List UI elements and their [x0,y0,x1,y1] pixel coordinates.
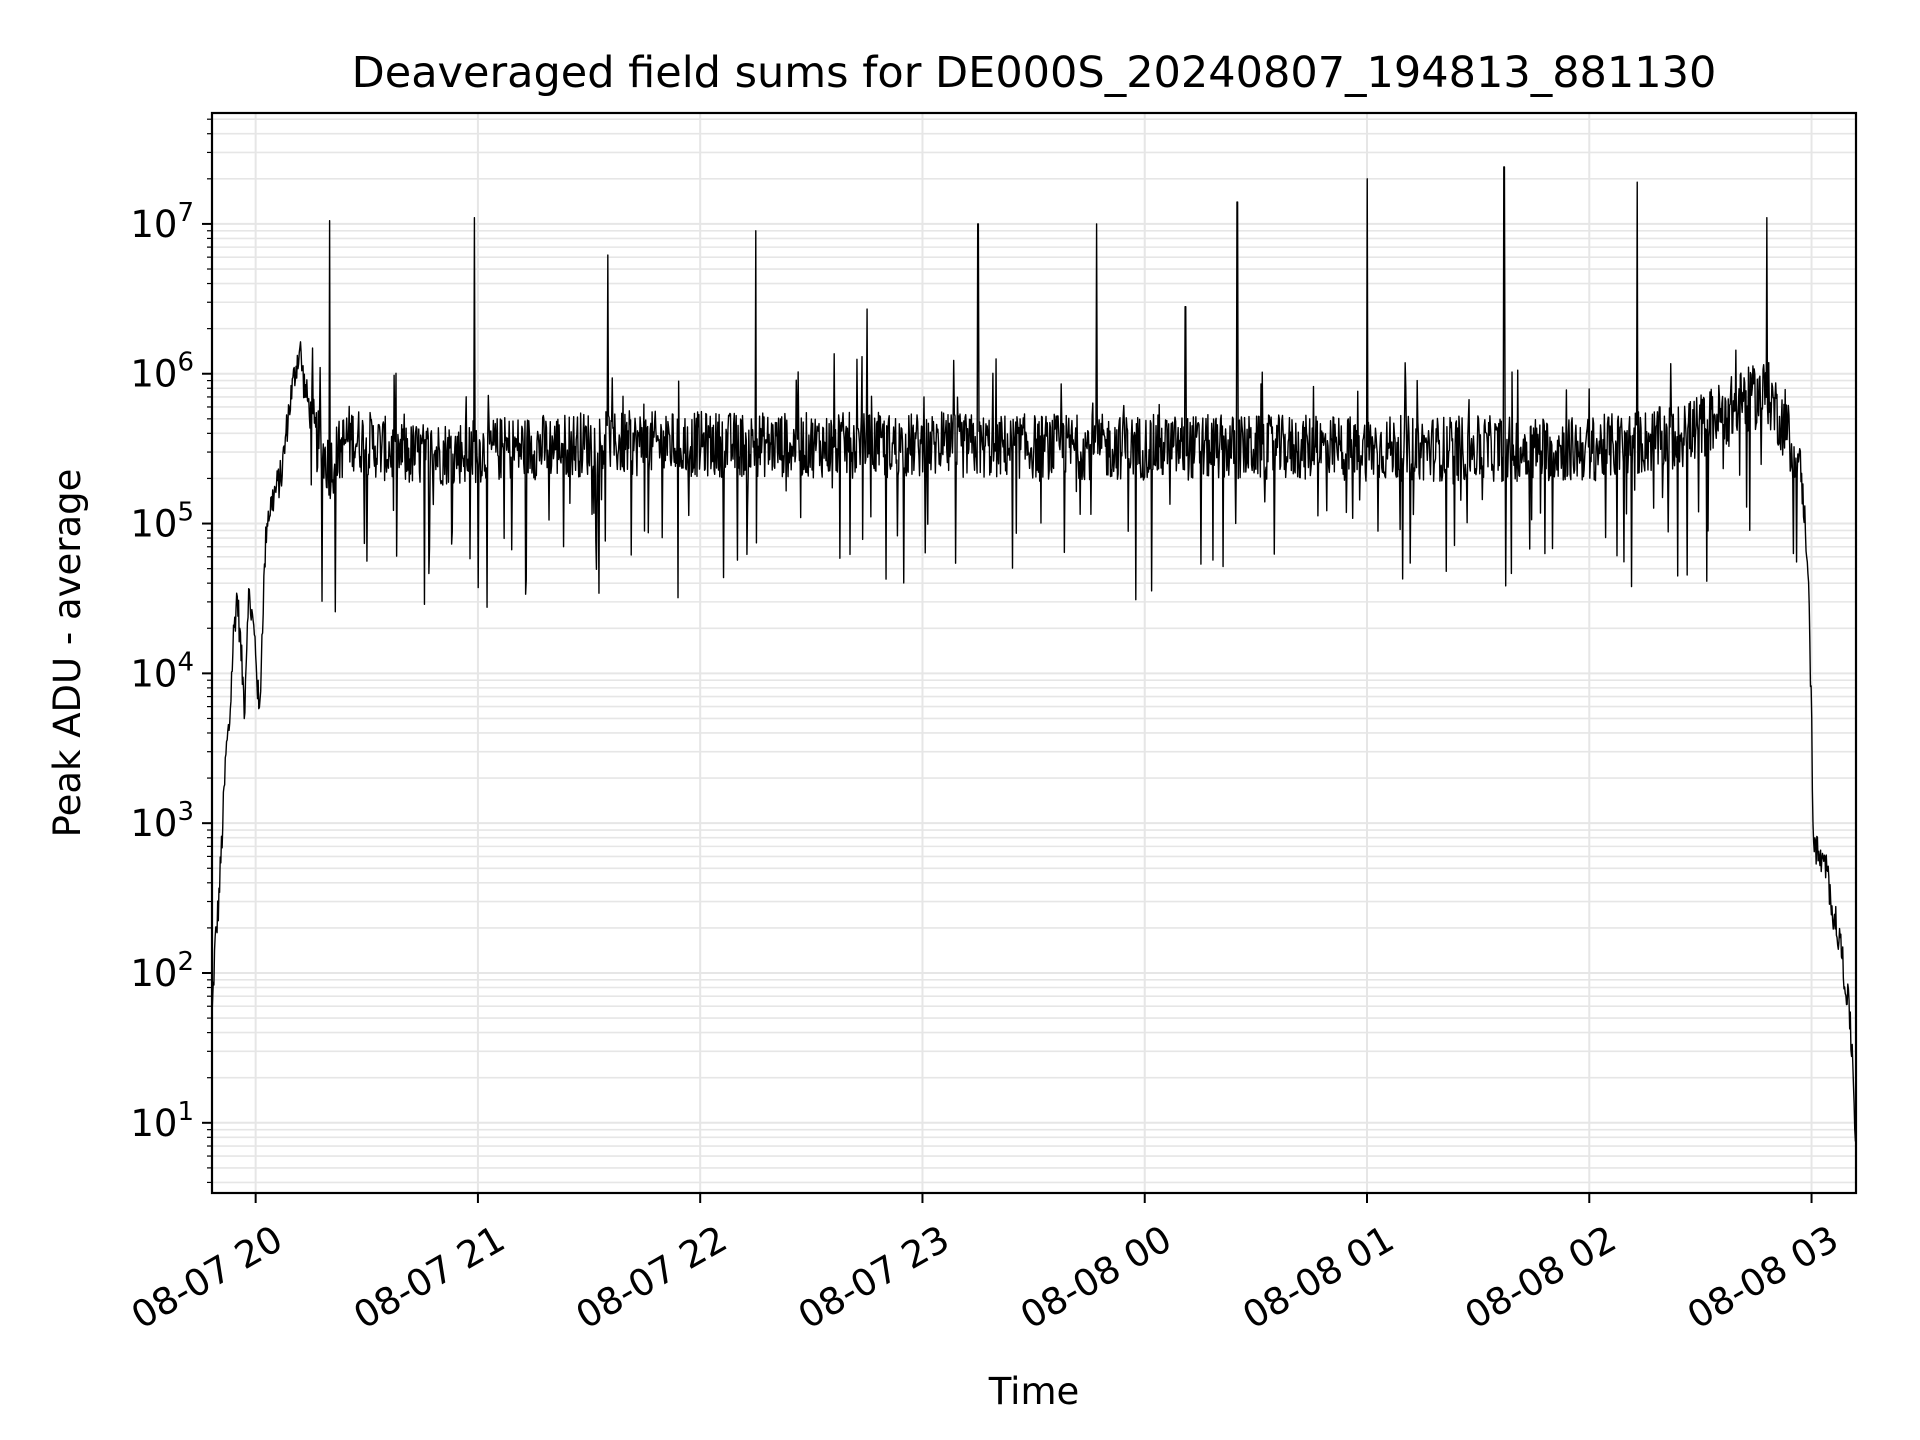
plot-frame [210,111,1858,1195]
data-series [212,166,1856,1143]
y-tick-label: 106 [130,348,194,396]
y-tick-label: 104 [130,647,194,695]
x-axis-label: Time [988,1370,1080,1413]
chart-title: Deaveraged field sums for DE000S_2024080… [352,48,1717,98]
y-tick-label: 103 [130,797,194,845]
y-tick-label: 102 [130,947,194,995]
y-tick-label: 107 [130,198,194,246]
y-tick-label: 101 [130,1097,194,1145]
y-axis-label: Peak ADU - average [46,469,89,838]
gridlines [212,113,1856,1193]
y-tick-label: 105 [130,498,194,546]
series-line [212,166,1856,1143]
